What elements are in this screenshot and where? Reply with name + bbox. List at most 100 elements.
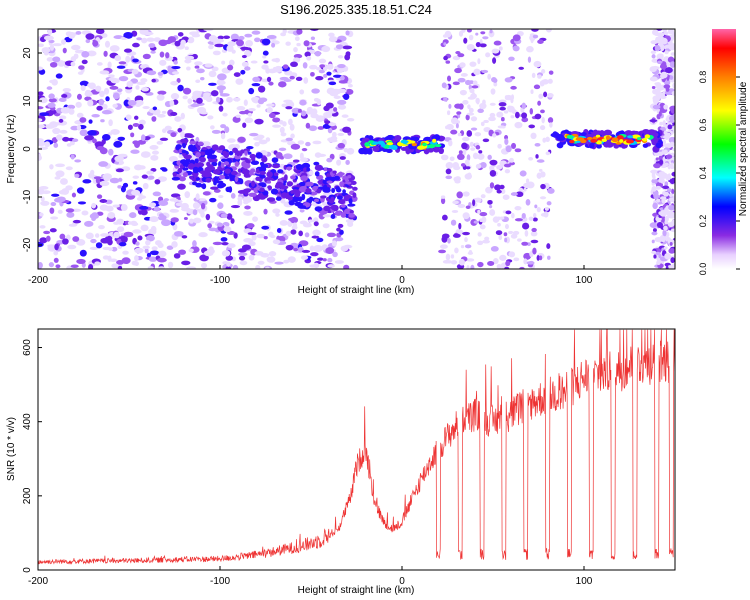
spectrogram-cell [313, 245, 323, 253]
spectrogram-cell [61, 188, 70, 195]
spectrogram-cell [450, 117, 459, 125]
spectrogram-cell [669, 179, 675, 185]
spectrogram-cell [184, 46, 189, 51]
spectrogram-cell [332, 204, 339, 212]
spectrogram-cell [668, 204, 675, 211]
spectrogram-cell [51, 79, 58, 86]
spectrogram-cell [479, 224, 486, 230]
spectrogram-cell [115, 168, 124, 173]
spectrogram-cell [658, 211, 663, 215]
spectrogram-cell [492, 78, 498, 83]
spectrogram-cell [266, 76, 272, 82]
spectrogram-cell [304, 232, 310, 238]
spectrogram-cell [337, 223, 344, 228]
spectrogram-cell [605, 135, 611, 141]
spectrogram-cell [226, 44, 234, 52]
spectrogram-cell [469, 61, 477, 67]
spectrogram-cell [663, 246, 668, 250]
spectrogram-cell [327, 257, 333, 263]
spectrogram-cell [101, 110, 112, 115]
spectrogram-cell [290, 190, 295, 194]
spectrogram-cell [123, 32, 133, 39]
spectrogram-cell [39, 97, 48, 104]
spectrogram-cell [279, 182, 284, 189]
spectrogram-cell [331, 187, 336, 193]
spectrogram-cell [461, 142, 468, 150]
spectrogram-cell [489, 182, 495, 189]
spectrogram-cell [87, 99, 94, 107]
spectrogram-cell [131, 189, 141, 196]
spectrogram-cell [192, 217, 202, 224]
spectrogram-cell [192, 209, 198, 216]
spectrogram-cell [246, 223, 255, 229]
spectrogram-cell [38, 106, 44, 110]
spectrogram-cell [174, 116, 182, 122]
spectrogram-cell [669, 141, 675, 148]
spectrogram-cell [176, 78, 181, 84]
spectrogram-cell [230, 170, 238, 176]
spectrogram-cell [48, 98, 57, 103]
spectrogram-cell [205, 96, 213, 103]
colorbar-ticks: 0.0 0.2 0.4 0.6 0.8 [698, 71, 740, 275]
spectrogram-cell [453, 176, 459, 182]
spectrogram-cell [98, 98, 105, 106]
spectrogram-cell [171, 241, 178, 248]
spectrogram-cell [652, 174, 656, 180]
spectrogram-cell [296, 29, 303, 35]
spectrogram-cell [53, 122, 63, 126]
spectrogram-cell [467, 172, 472, 178]
spectrogram-cell [237, 136, 246, 143]
spectrogram-cell [337, 63, 346, 69]
spectrogram-cell [441, 154, 449, 161]
spectrogram-cell [668, 197, 675, 202]
spectrogram-cell [668, 136, 675, 144]
spectrogram-cell [214, 43, 225, 48]
snr-x-tick-label: -200 [28, 576, 48, 587]
spectrogram-cell [539, 196, 547, 200]
spectrogram-cell [226, 96, 233, 103]
spectrogram-cell [458, 222, 462, 230]
spectrogram-cell [223, 161, 230, 166]
spectrogram-cell [55, 170, 65, 178]
spectrogram-cell [441, 233, 450, 239]
spectrogram-cell [259, 174, 266, 179]
spectrogram-cell [94, 141, 104, 148]
spectrogram-cell [89, 246, 99, 250]
spectrogram-cell [84, 220, 94, 227]
spectrogram-cell [276, 227, 282, 233]
spectrogram-cell [580, 132, 587, 137]
spectrogram-cell [477, 240, 484, 246]
spectrogram-cell [280, 132, 287, 137]
spectrogram-cell [302, 62, 308, 69]
spectrogram-cell [140, 64, 147, 69]
snr-y-tick-label: 600 [22, 339, 33, 356]
spectrogram-cell [266, 197, 276, 202]
spectrogram-cell [272, 208, 281, 214]
spectrogram-cell [299, 89, 305, 95]
spectrogram-cell [95, 85, 102, 92]
spectrogram-cell [460, 245, 465, 249]
spectrogram-cell [263, 60, 269, 64]
spectrogram-cell [245, 39, 254, 47]
spectrogram-cell [326, 111, 333, 119]
spectrogram-cell [166, 245, 174, 250]
spectrogram-cell [210, 125, 215, 130]
spectrogram-cell [148, 256, 158, 262]
spectrogram-cell [140, 78, 148, 83]
spectrogram-cell [651, 131, 659, 138]
spectrogram-cell [222, 150, 227, 156]
spectrogram-cell [57, 209, 63, 214]
spectrogram-cell [458, 103, 464, 110]
spectrogram-cell [49, 207, 55, 214]
spectrogram-cell [238, 252, 248, 257]
spectrogram-cell [140, 209, 148, 216]
spectrogram-cell [333, 95, 341, 100]
spectrogram-cell [244, 188, 252, 192]
spectrogram-cell [670, 162, 674, 170]
spectrogram-cell [650, 40, 658, 45]
spectrogram-cell [311, 88, 320, 94]
spectrogram-cell [472, 80, 478, 86]
spectrogram-cell [547, 255, 551, 260]
spectrogram-cell [66, 211, 75, 218]
spectrogram-cell [651, 54, 656, 59]
